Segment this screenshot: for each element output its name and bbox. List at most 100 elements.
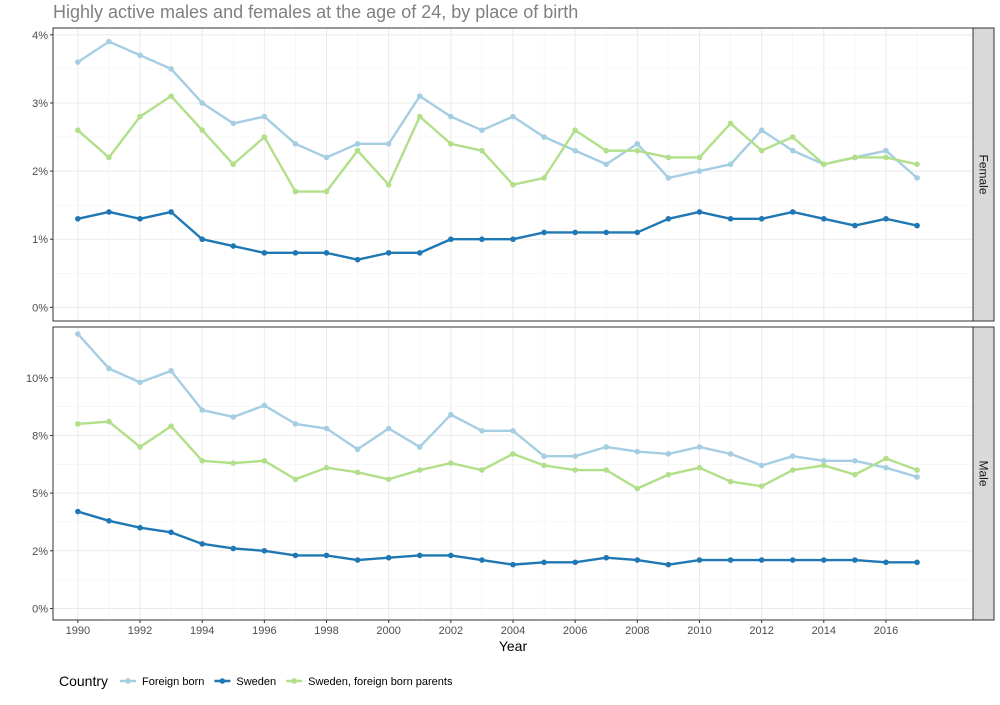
data-point	[821, 161, 827, 168]
data-point	[168, 209, 174, 215]
data-point	[168, 423, 174, 430]
series-line-sweden-foreign-born-parents	[77, 94, 918, 193]
data-point	[292, 552, 299, 559]
data-point	[106, 418, 112, 425]
data-point	[168, 66, 174, 72]
legend-item-sweden: Sweden	[214, 676, 276, 688]
y-tick-label: 5%	[32, 488, 48, 500]
series-foreign-born	[75, 38, 920, 181]
data-point	[416, 444, 423, 450]
data-point	[603, 444, 610, 450]
data-point	[479, 467, 485, 473]
data-point	[789, 209, 796, 215]
data-point	[634, 141, 641, 147]
data-point	[199, 100, 205, 106]
data-point	[199, 541, 205, 547]
data-point	[168, 529, 174, 536]
data-point	[883, 154, 889, 161]
data-point	[75, 127, 81, 134]
y-tick-label: 8%	[32, 430, 48, 442]
data-point	[75, 331, 81, 337]
data-point	[292, 476, 299, 483]
panels-layer: 0% 1% 2% 3% 4% Female 0% 2% 5% 8% 10% Male	[26, 27, 995, 621]
data-point	[385, 181, 392, 188]
data-point	[323, 464, 330, 471]
data-point	[230, 545, 237, 552]
data-point	[230, 460, 237, 466]
data-point	[385, 554, 392, 561]
data-point	[914, 474, 920, 480]
data-point	[883, 147, 889, 154]
data-point	[572, 467, 578, 473]
series-sweden	[75, 209, 920, 263]
data-point	[758, 147, 765, 154]
x-tick-label: 1998	[314, 625, 338, 637]
data-point	[914, 559, 920, 566]
data-point	[168, 368, 174, 374]
series-line-foreign-born	[77, 40, 918, 180]
series-line-sweden	[77, 210, 918, 261]
data-point	[665, 215, 672, 222]
data-point	[603, 554, 610, 561]
data-point	[883, 215, 889, 222]
x-tick-label: 2002	[439, 625, 463, 637]
data-point	[789, 147, 796, 154]
data-point	[696, 154, 703, 161]
data-point	[137, 524, 143, 531]
legend-label: Foreign born	[142, 676, 204, 688]
data-point	[510, 428, 516, 434]
data-point	[479, 147, 485, 154]
data-point	[603, 147, 610, 154]
panel-female: 0% 1% 2% 3% 4% Female	[32, 27, 995, 322]
x-tick-label: 1990	[66, 625, 90, 637]
x-tick-label: 1992	[128, 625, 152, 637]
data-point	[603, 467, 610, 473]
data-point	[541, 453, 547, 459]
data-point	[199, 236, 205, 243]
x-axis-title: Year	[499, 638, 528, 654]
data-point	[665, 561, 672, 568]
data-point	[75, 59, 81, 65]
y-tick-label: 1%	[32, 234, 48, 246]
data-point	[261, 113, 268, 120]
data-point	[323, 154, 330, 161]
x-tick-label: 1996	[252, 625, 276, 637]
data-point	[696, 557, 703, 563]
data-point	[603, 161, 610, 168]
data-point	[789, 557, 796, 563]
data-point	[914, 467, 920, 473]
data-point	[696, 464, 703, 471]
data-point	[541, 559, 547, 566]
data-point	[727, 451, 734, 457]
data-point	[852, 222, 858, 229]
x-tick-label: 2010	[687, 625, 711, 637]
y-tick-label: 0%	[32, 302, 48, 314]
series-line-sweden-foreign-born-parents	[77, 420, 918, 490]
data-point	[821, 462, 827, 469]
data-point	[416, 467, 423, 473]
data-point	[696, 444, 703, 450]
x-tick-label: 2016	[874, 625, 898, 637]
data-point	[199, 458, 205, 464]
data-point	[448, 460, 454, 466]
facet-strip	[972, 326, 995, 621]
data-point	[354, 557, 361, 563]
data-point	[665, 471, 672, 478]
data-point	[510, 451, 516, 457]
y-tick-label: 4%	[32, 30, 48, 42]
data-point	[230, 120, 237, 127]
data-point	[727, 478, 734, 485]
data-point	[541, 175, 547, 181]
data-point	[75, 421, 81, 427]
series-foreign-born	[75, 331, 920, 480]
data-point	[696, 168, 703, 174]
data-point	[416, 552, 423, 559]
data-point	[292, 250, 299, 256]
data-point	[137, 215, 143, 222]
panel-male: 0% 2% 5% 8% 10% Male	[26, 326, 995, 621]
data-point	[479, 557, 485, 563]
data-point	[479, 236, 485, 243]
data-point	[883, 464, 889, 471]
